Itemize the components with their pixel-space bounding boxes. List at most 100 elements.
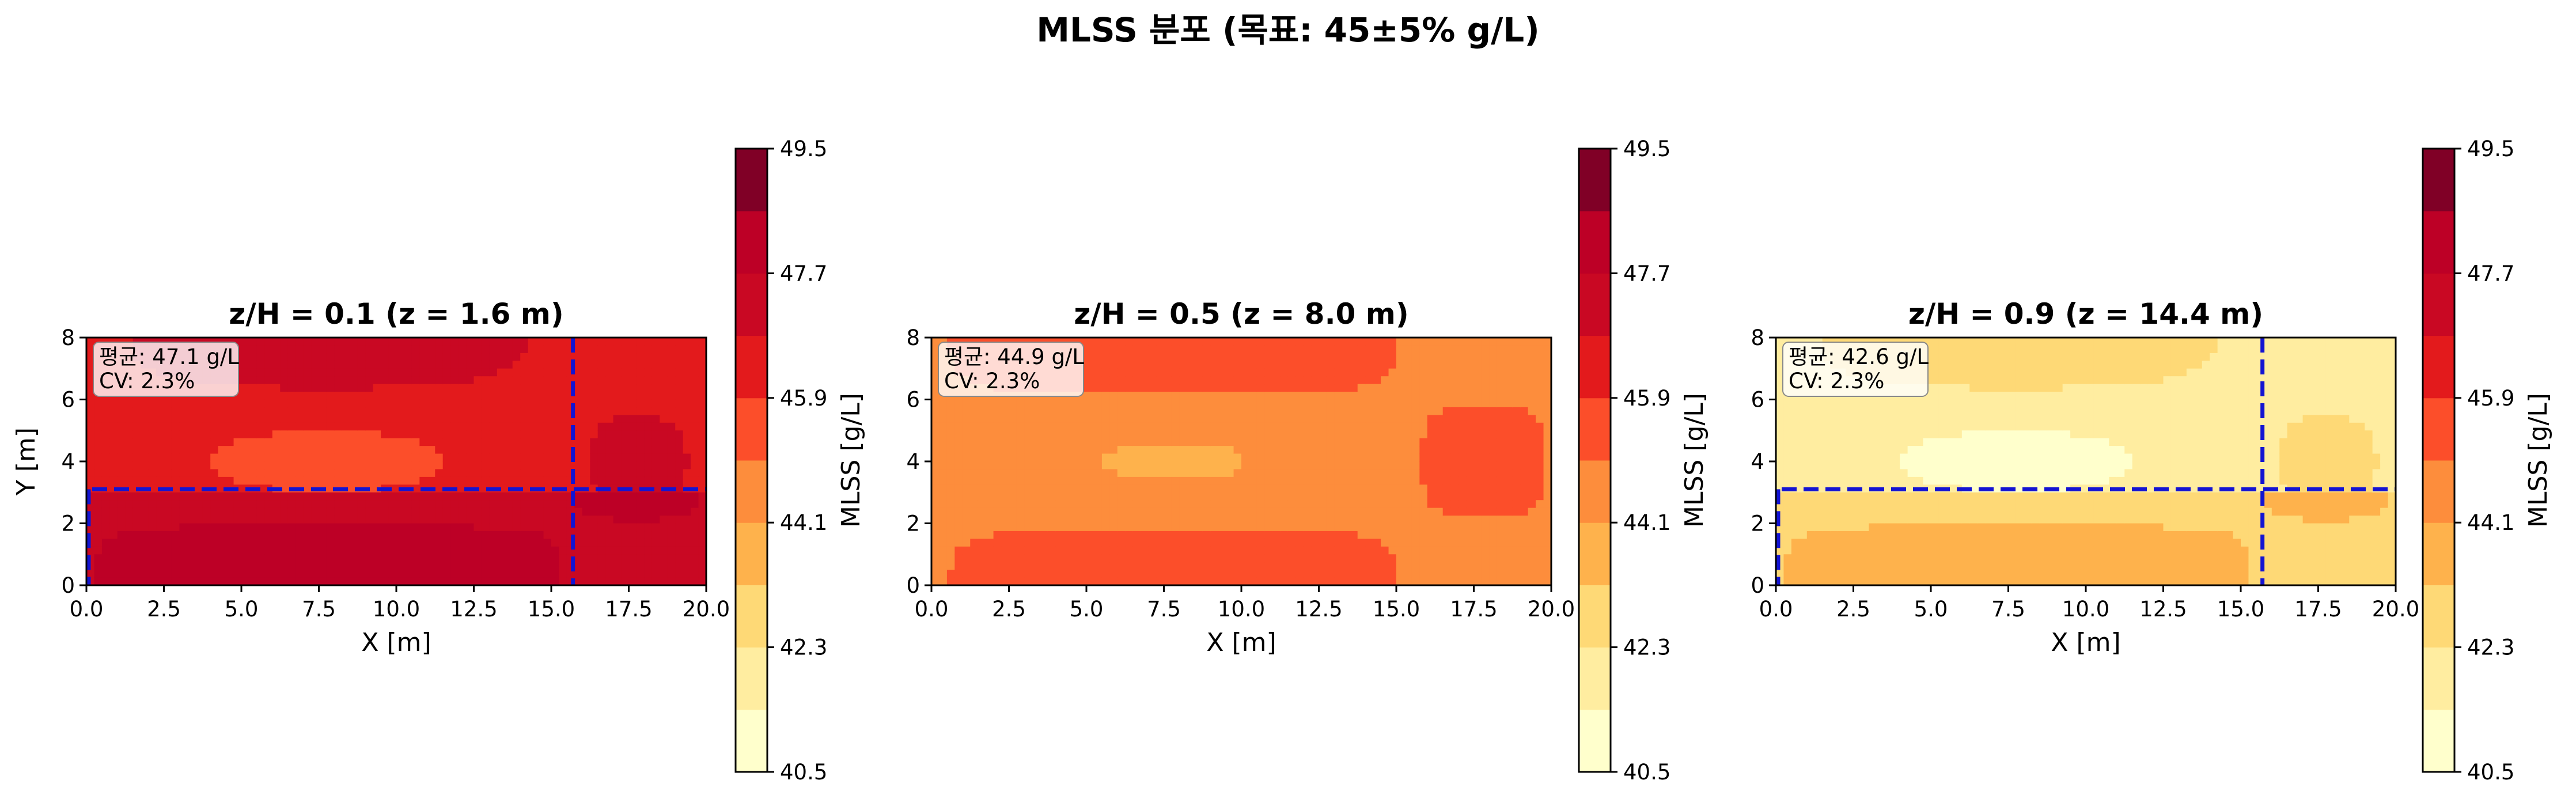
heatmap-cell: [1094, 546, 1103, 555]
heatmap-cell: [86, 353, 95, 361]
heatmap-cell: [1489, 368, 1498, 377]
heatmap-cell: [1024, 531, 1033, 539]
heatmap-cell: [1450, 476, 1459, 485]
heatmap-cell: [1218, 500, 1226, 509]
heatmap-cell: [1218, 368, 1226, 377]
heatmap-cell: [1272, 461, 1281, 470]
heatmap-cell: [171, 531, 180, 539]
heatmap-cell: [481, 546, 490, 555]
heatmap-cell: [1156, 438, 1165, 446]
heatmap-cell: [1055, 562, 1064, 570]
heatmap-cell: [1202, 492, 1211, 501]
heatmap-cell: [86, 361, 95, 369]
heatmap-cell: [1388, 507, 1397, 516]
heatmap-cell: [1473, 554, 1482, 563]
heatmap-cell: [1295, 384, 1304, 392]
heatmap-cell: [1489, 422, 1498, 431]
heatmap-cell: [497, 368, 505, 377]
heatmap-cell: [1233, 539, 1242, 547]
heatmap-cell: [272, 539, 281, 547]
heatmap-cell: [1141, 345, 1149, 354]
heatmap-cell: [536, 361, 544, 369]
heatmap-cell: [218, 554, 226, 563]
heatmap-cell: [1195, 415, 1203, 423]
heatmap-cell: [1094, 577, 1103, 586]
heatmap-cell: [1272, 430, 1281, 439]
heatmap-cell: [628, 345, 637, 354]
heatmap-cell: [473, 577, 482, 586]
heatmap-cell: [1450, 570, 1459, 578]
heatmap-cell: [1148, 570, 1157, 578]
heatmap-cell: [450, 376, 459, 385]
heatmap-cell: [1481, 368, 1490, 377]
heatmap-cell: [590, 392, 598, 400]
heatmap-cell: [1350, 570, 1358, 578]
heatmap-cell: [939, 438, 948, 446]
heatmap-cell: [94, 562, 103, 570]
heatmap-cell: [698, 430, 707, 439]
heatmap-cell: [1171, 361, 1180, 369]
heatmap-cell: [272, 399, 281, 408]
heatmap-cell: [1125, 461, 1134, 470]
heatmap-cell: [505, 492, 513, 501]
heatmap-cell: [1481, 476, 1490, 485]
heatmap-cell: [1071, 562, 1079, 570]
heatmap-cell: [536, 554, 544, 563]
heatmap-cell: [86, 453, 95, 462]
heatmap-cell: [1040, 415, 1048, 423]
heatmap-cell: [156, 469, 165, 478]
heatmap-cell: [582, 492, 590, 501]
heatmap-cell: [970, 469, 979, 478]
heatmap-cell: [342, 338, 350, 346]
heatmap-cell: [986, 507, 994, 516]
heatmap-cell: [660, 461, 668, 470]
heatmap-cell: [388, 461, 397, 470]
heatmap-cell: [520, 353, 529, 361]
heatmap-cell: [644, 384, 653, 392]
heatmap-cell: [574, 570, 583, 578]
heatmap-cell: [218, 562, 226, 570]
heatmap-cell: [628, 539, 637, 547]
heatmap-cell: [1404, 476, 1412, 485]
heatmap-cell: [94, 415, 103, 423]
heatmap-cell: [1071, 399, 1079, 408]
heatmap-cell: [396, 476, 405, 485]
heatmap-cell: [1435, 492, 1444, 501]
heatmap-cell: [605, 539, 614, 547]
heatmap-cell: [164, 446, 172, 454]
heatmap-cell: [1218, 438, 1226, 446]
heatmap-cell: [427, 570, 435, 578]
heatmap-cell: [644, 562, 653, 570]
heatmap-cell: [1411, 446, 1420, 454]
heatmap-cell: [1063, 492, 1071, 501]
heatmap-cell: [993, 453, 1002, 462]
heatmap-cell: [536, 407, 544, 415]
heatmap-cell: [954, 438, 963, 446]
heatmap-cell: [303, 353, 312, 361]
heatmap-cell: [505, 453, 513, 462]
heatmap-cell: [559, 461, 567, 470]
heatmap-cell: [505, 500, 513, 509]
heatmap-cell: [1319, 531, 1327, 539]
heatmap-cell: [1141, 415, 1149, 423]
heatmap-cell: [1063, 430, 1071, 439]
heatmap-cell: [326, 376, 335, 385]
heatmap-cell: [1210, 453, 1219, 462]
heatmap-cell: [559, 446, 567, 454]
heatmap-cell: [1419, 353, 1428, 361]
heatmap-cell: [156, 407, 165, 415]
heatmap-cell: [1086, 422, 1095, 431]
heatmap-cell: [1141, 570, 1149, 578]
heatmap-cell: [1295, 476, 1304, 485]
heatmap-cell: [497, 546, 505, 555]
heatmap-cell: [1024, 577, 1033, 586]
heatmap-cell: [94, 570, 103, 578]
heatmap-cell: [1218, 430, 1226, 439]
heatmap-cell: [1187, 368, 1195, 377]
heatmap-cell: [970, 476, 979, 485]
heatmap-cell: [1078, 546, 1087, 555]
heatmap-cell: [651, 523, 660, 532]
heatmap-cell: [1156, 476, 1165, 485]
heatmap-cell: [582, 546, 590, 555]
heatmap-cell: [536, 415, 544, 423]
